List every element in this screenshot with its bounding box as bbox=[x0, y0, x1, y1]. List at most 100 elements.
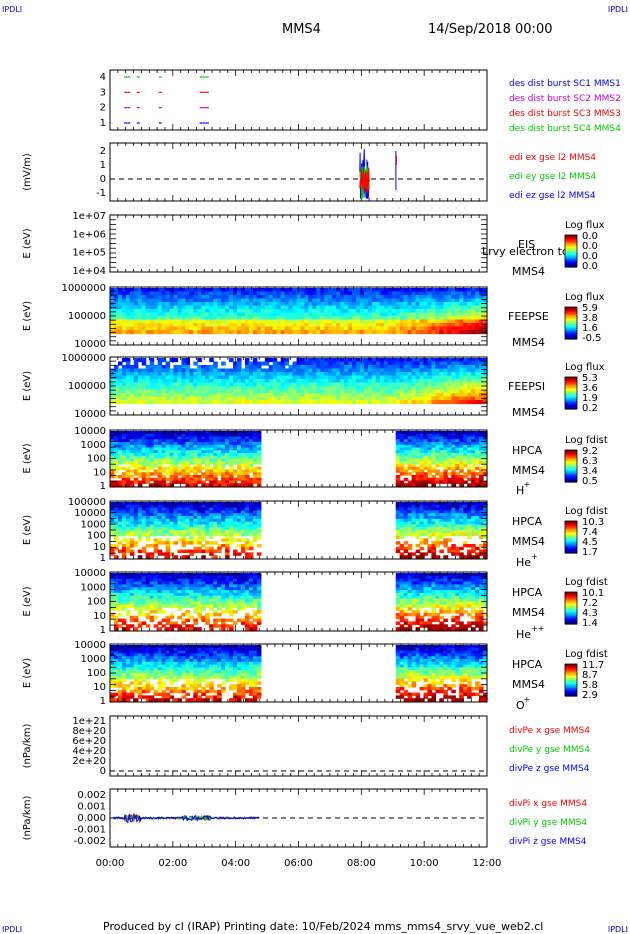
feepse-panel-cell bbox=[276, 309, 282, 314]
feepse-panel-cell bbox=[201, 298, 206, 303]
hpca-h-panel-cell bbox=[244, 442, 250, 446]
feepse-panel-cell bbox=[129, 291, 135, 296]
hpca-h-panel-cell bbox=[447, 439, 452, 443]
hpca-h-panel-cell bbox=[153, 433, 159, 438]
feepsi-panel-spacecraft-label: MMS4 bbox=[512, 406, 545, 419]
hpca-he-panel-cell bbox=[157, 524, 163, 528]
feepsi-panel-cell bbox=[244, 379, 250, 384]
feepse-panel-cell bbox=[391, 291, 397, 296]
feepsi-panel-cell bbox=[177, 372, 183, 377]
feepse-panel-cell bbox=[308, 312, 313, 317]
feepse-panel-cell bbox=[236, 330, 242, 335]
feepse-panel-cell bbox=[304, 316, 310, 321]
feepse-panel-cell bbox=[455, 302, 460, 307]
feepsi-panel-cell bbox=[157, 382, 163, 387]
feepse-panel-cell bbox=[280, 291, 286, 296]
feepsi-panel-cell bbox=[399, 361, 405, 366]
hpca-he-panel-cell bbox=[157, 532, 163, 537]
hpca-h-panel-cell bbox=[137, 436, 143, 440]
feepsi-panel-cell bbox=[268, 379, 274, 384]
hpca-h-panel-colorbar-band bbox=[565, 475, 577, 478]
feepse-panel-cell bbox=[193, 298, 198, 303]
hpca-h-panel-cell bbox=[181, 469, 186, 473]
feepse-panel-cell bbox=[475, 312, 480, 317]
feepse-panel-cell bbox=[336, 326, 341, 331]
hpca-he-panel-cell bbox=[193, 538, 198, 542]
feepsi-panel-cell bbox=[312, 358, 317, 363]
feepse-panel-cell bbox=[455, 330, 460, 335]
hpca-h-panel-cell bbox=[209, 444, 214, 449]
feepse-panel-cell bbox=[113, 302, 119, 307]
feepse-panel-cell bbox=[340, 319, 345, 324]
feepsi-panel-cell bbox=[193, 400, 198, 405]
feepsi-panel-cell bbox=[272, 358, 278, 363]
feepsi-panel-cell bbox=[252, 361, 258, 366]
feepse-panel-cell bbox=[367, 309, 373, 314]
feepse-panel-cell bbox=[117, 316, 123, 321]
feepse-panel-cell bbox=[387, 319, 393, 324]
hpca-h-panel-cell bbox=[423, 477, 429, 482]
feepse-panel-cell bbox=[328, 326, 333, 331]
hpca-he-panel-cell bbox=[129, 502, 135, 506]
hpca-h-panel-cell bbox=[205, 483, 210, 487]
feepsi-panel-cell bbox=[363, 400, 369, 405]
hpca-he-panel-cell bbox=[233, 507, 238, 511]
hpca-h-panel-cell bbox=[141, 436, 147, 440]
feepsi-panel-cell bbox=[383, 382, 389, 387]
feepse-panel-cell bbox=[344, 319, 349, 324]
feepse-panel-cell bbox=[451, 326, 456, 331]
feepsi-panel-cell bbox=[217, 375, 222, 380]
hpca-h-panel-cell bbox=[471, 461, 476, 465]
feepse-panel-cell bbox=[153, 323, 159, 328]
hpca-h-panel-cell bbox=[479, 483, 484, 487]
feepse-panel-cell bbox=[415, 309, 421, 314]
feepse-panel-cell bbox=[161, 288, 167, 293]
feepsi-panel-cell bbox=[363, 365, 369, 370]
feepsi-panel-cell bbox=[145, 400, 151, 405]
feepse-panel-cell bbox=[308, 291, 313, 296]
hpca-h-panel-cell bbox=[125, 436, 131, 440]
feepsi-panel-cell bbox=[471, 368, 476, 373]
feepsi-panel-cell bbox=[419, 358, 425, 363]
hpca-h-panel-cell bbox=[411, 433, 417, 438]
hpca-he-panel-cell bbox=[110, 516, 115, 520]
feepsi-panel-cell bbox=[447, 365, 452, 370]
feepse-panel-cell bbox=[276, 298, 282, 303]
hpca-h-panel-cell bbox=[248, 477, 254, 482]
feepsi-panel-cell bbox=[145, 393, 151, 398]
hpca-h-panel-colorbar-band bbox=[565, 474, 577, 476]
hpca-h-panel-cell bbox=[173, 442, 179, 446]
hpca-h-panel-cell bbox=[153, 477, 159, 482]
feepsi-panel-cell bbox=[177, 393, 183, 398]
hpca-h-panel-cell bbox=[471, 475, 476, 479]
feepse-panel-cell bbox=[197, 302, 202, 307]
feepse-panel-cell bbox=[145, 305, 151, 310]
feepse-panel-cell bbox=[272, 312, 278, 317]
feepsi-panel-cell bbox=[125, 358, 131, 363]
feepse-panel-cell bbox=[427, 298, 433, 303]
feepsi-panel-cell bbox=[419, 365, 425, 370]
hpca-h-panel-cell bbox=[173, 472, 179, 476]
hpca-h-panel-cell bbox=[181, 431, 186, 435]
edi-panel-legend-entry: edi ey gse l2 MMS4 bbox=[509, 172, 596, 182]
hpca-he-panel-cell bbox=[173, 524, 179, 528]
feepse-panel-cell bbox=[395, 323, 401, 328]
hpca-h-panel-cell bbox=[169, 431, 175, 435]
feepse-panel-cell bbox=[209, 319, 214, 324]
hpca-he-panel-cell bbox=[229, 518, 234, 523]
feepse-panel-cell bbox=[244, 319, 250, 324]
feepsi-panel-cell bbox=[205, 386, 210, 391]
feepse-panel-cell bbox=[356, 309, 361, 314]
hpca-he-panel-cell bbox=[113, 524, 119, 528]
feepsi-panel-cell bbox=[133, 361, 139, 366]
feepse-panel-cell bbox=[201, 305, 206, 310]
hpca-h-panel-cell bbox=[447, 433, 452, 438]
hpca-he-panel-cell bbox=[233, 549, 238, 553]
hpca-he-panel-cell bbox=[209, 524, 214, 528]
hpca-he-panel-cell bbox=[137, 521, 143, 525]
feepsi-panel-cell bbox=[181, 382, 186, 387]
hpca-h-panel-cell bbox=[221, 442, 226, 446]
feepsi-panel-cell bbox=[153, 379, 159, 384]
feepse-panel-cell bbox=[268, 312, 274, 317]
feepsi-panel-cell bbox=[399, 375, 405, 380]
